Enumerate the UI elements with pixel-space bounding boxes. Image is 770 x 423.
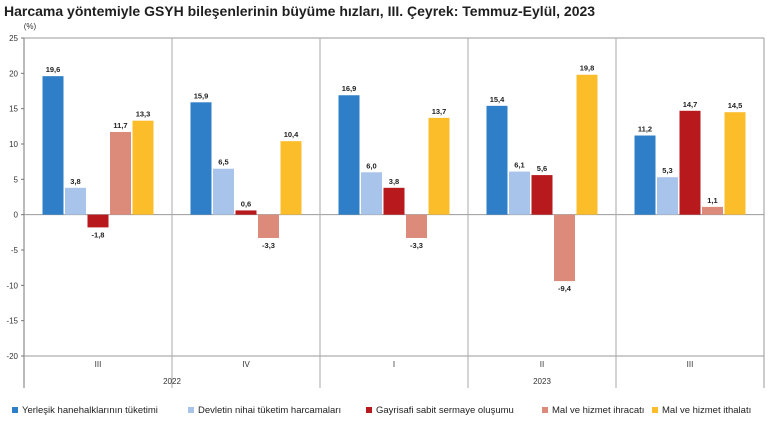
category-label: IV — [242, 360, 250, 369]
data-label: 13,7 — [432, 107, 447, 116]
legend-entry: Mal ve hizmet ihracatı — [552, 405, 644, 416]
category-label: II — [540, 360, 544, 369]
data-label: 14,7 — [683, 100, 698, 109]
legend-swatch — [188, 407, 194, 413]
bar — [702, 206, 723, 215]
year-label: 2022 — [163, 377, 181, 386]
data-label: 11,7 — [113, 121, 127, 130]
data-label: 14,5 — [728, 101, 743, 110]
bar — [361, 172, 382, 215]
chart-title: Harcama yöntemiyle GSYH bileşenlerinin b… — [4, 3, 596, 19]
y-tick-label: 5 — [14, 175, 19, 184]
bar — [634, 135, 656, 215]
bar — [679, 110, 701, 215]
data-label: -3,3 — [410, 241, 423, 250]
data-label: 16,9 — [342, 84, 357, 93]
bars — [42, 74, 746, 282]
bar — [65, 187, 86, 215]
data-label: 6,1 — [514, 161, 524, 170]
bar — [576, 74, 598, 215]
y-tick-label: 10 — [9, 140, 18, 149]
bar — [338, 95, 360, 215]
bar — [280, 141, 302, 215]
y-tick-label: -15 — [6, 317, 18, 326]
bar — [213, 168, 234, 215]
y-tick-label: -20 — [6, 352, 18, 361]
y-tick-label: -10 — [6, 281, 18, 290]
legend-entry: Devletin nihai tüketim harcamaları — [198, 405, 341, 416]
data-label: 5,3 — [662, 166, 672, 175]
y-tick-label: 20 — [9, 69, 18, 78]
bar — [509, 171, 530, 215]
legend-entry: Gayrisafi sabit sermaye oluşumu — [376, 405, 514, 416]
legend-swatch — [12, 407, 18, 413]
data-label: 5,6 — [537, 164, 547, 173]
category-label: III — [687, 360, 694, 369]
bar — [531, 175, 553, 215]
data-label: 6,0 — [366, 161, 376, 170]
bar — [428, 117, 450, 215]
bar — [132, 120, 154, 215]
bar — [190, 102, 212, 215]
bar — [724, 112, 746, 215]
category-label: I — [393, 360, 395, 369]
data-label: -1,8 — [92, 230, 105, 239]
y-tick-label: -5 — [11, 246, 19, 255]
bar — [235, 210, 257, 215]
data-label: 1,1 — [707, 196, 717, 205]
data-label: 11,2 — [638, 125, 652, 134]
data-label: 19,8 — [580, 64, 595, 73]
bar — [486, 105, 508, 215]
legend-entry: Mal ve hizmet ithalatı — [662, 405, 751, 416]
bar — [258, 214, 279, 238]
data-label: -3,3 — [262, 241, 275, 250]
bar — [406, 214, 427, 238]
data-label: -9,4 — [558, 284, 572, 293]
y-tick-label: 15 — [9, 105, 18, 114]
data-label: 3,8 — [389, 177, 399, 186]
bar — [87, 214, 109, 228]
legend-swatch — [652, 407, 658, 413]
year-label: 2023 — [533, 377, 551, 386]
data-label: 13,3 — [136, 110, 151, 119]
data-label: 3,8 — [70, 177, 80, 186]
legend: Yerleşik hanehalklarının tüketimi Devleti… — [12, 405, 751, 416]
bar — [42, 76, 64, 215]
y-axis-unit: (%) — [24, 22, 37, 31]
data-label: 6,5 — [218, 158, 228, 167]
bar — [383, 187, 405, 215]
y-tick-label: 0 — [14, 211, 19, 220]
category-label: III — [95, 360, 102, 369]
bar — [554, 214, 575, 282]
data-labels: 19,6 15,9 16,9 15,4 11,2 3,8 6,5 6,0 6,1 5,3 -1,8 0… — [46, 64, 743, 293]
legend-swatch — [542, 407, 548, 413]
data-label: 15,4 — [490, 95, 505, 104]
bar — [657, 177, 678, 215]
y-tick-label: 25 — [9, 34, 18, 43]
data-label: 15,9 — [194, 91, 209, 100]
bar — [110, 131, 131, 215]
data-label: 10,4 — [284, 130, 299, 139]
data-label: 19,6 — [46, 65, 61, 74]
data-label: 0,6 — [241, 199, 251, 208]
legend-swatch — [366, 407, 372, 413]
legend-entry: Yerleşik hanehalklarının tüketimi — [22, 405, 158, 416]
